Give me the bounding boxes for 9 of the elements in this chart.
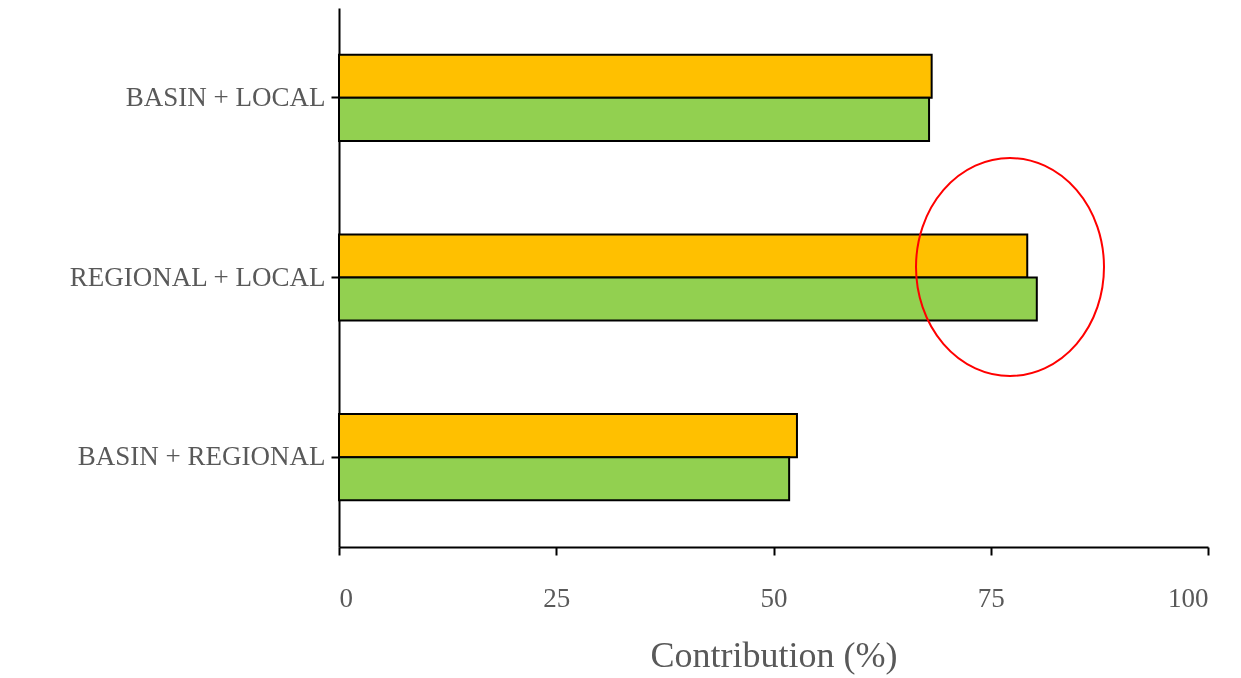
y-tick-label: BASIN + LOCAL (125, 81, 326, 112)
x-axis-title: Contribution (%) (650, 634, 898, 675)
y-tick-label: REGIONAL + LOCAL (69, 261, 326, 292)
x-tick-label: 25 (543, 582, 571, 613)
x-tick-label: 50 (760, 582, 788, 613)
x-tick-label: 0 (339, 582, 353, 613)
y-tick-label: BASIN + REGIONAL (77, 441, 326, 472)
x-tick-label: 75 (977, 582, 1005, 613)
x-tick-label: 100 (1168, 582, 1209, 613)
